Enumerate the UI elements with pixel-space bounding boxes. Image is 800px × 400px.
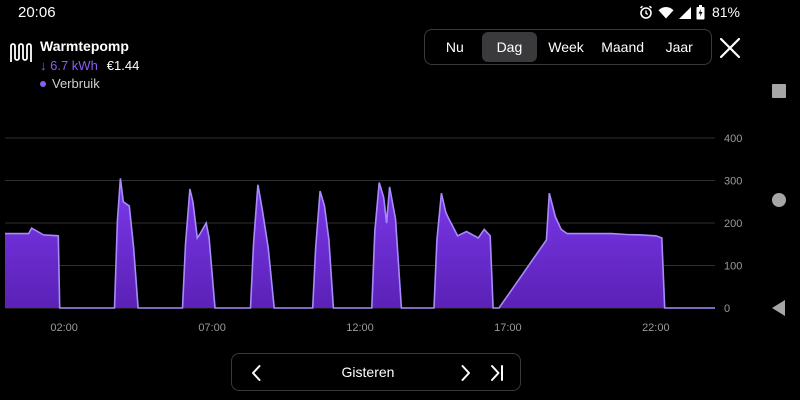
chevron-right-icon[interactable]	[456, 364, 474, 382]
series-area	[5, 178, 715, 308]
usage-chart: 0 100 200 300 400 02:00 07:00 12:00 17:00 22:00	[5, 133, 742, 334]
date-label: Gisteren	[341, 364, 395, 380]
device-name: Warmtepomp	[40, 38, 129, 54]
energy-summary: ↓ 6.7 kWh €1.44	[40, 58, 139, 73]
x-tick-label: 22:00	[642, 322, 670, 334]
back-icon[interactable]	[772, 300, 785, 316]
y-tick-label: 0	[724, 303, 730, 315]
tab-jaar[interactable]: Jaar	[665, 39, 693, 55]
y-tick-label: 100	[724, 261, 742, 273]
wifi-icon	[658, 6, 674, 18]
status-bar: 20:06 81%	[0, 0, 800, 24]
heater-icon	[10, 43, 32, 62]
y-tick-label: 300	[724, 176, 742, 188]
energy-value: ↓ 6.7 kWh	[40, 58, 98, 73]
tab-maand[interactable]: Maand	[601, 39, 645, 55]
x-tick-label: 02:00	[50, 322, 78, 334]
tab-week[interactable]: Week	[548, 39, 584, 55]
status-time: 20:06	[18, 4, 56, 21]
legend-label: Verbruik	[52, 76, 100, 91]
x-tick-label: 17:00	[494, 322, 522, 334]
home-icon[interactable]	[772, 193, 786, 207]
cost-value: €1.44	[106, 58, 140, 73]
battery-icon	[696, 4, 705, 19]
y-tick-label: 200	[724, 218, 742, 230]
period-tabs: Nu Dag Week Maand Jaar	[424, 29, 712, 65]
battery-percentage: 81%	[711, 4, 740, 20]
chevron-left-icon[interactable]	[248, 364, 266, 382]
status-icons: 81%	[639, 3, 740, 21]
tab-dag[interactable]: Dag	[481, 32, 538, 62]
y-tick-label: 400	[724, 133, 742, 145]
close-icon[interactable]	[718, 36, 742, 60]
system-nav-bar	[752, 60, 800, 340]
x-tick-label: 07:00	[198, 322, 226, 334]
recent-apps-icon[interactable]	[772, 84, 786, 98]
signal-icon	[678, 6, 691, 19]
date-navigator: Gisteren	[231, 353, 521, 391]
legend: Verbruik	[40, 76, 100, 91]
legend-dot	[40, 80, 46, 87]
series-line	[5, 178, 715, 309]
skip-to-today-icon[interactable]	[488, 364, 506, 382]
device-header: Warmtepomp ↓ 6.7 kWh €1.44 Verbruik	[8, 38, 268, 98]
alarm-icon	[639, 5, 652, 19]
x-tick-label: 12:00	[346, 322, 374, 334]
tab-nu[interactable]: Nu	[445, 39, 464, 55]
